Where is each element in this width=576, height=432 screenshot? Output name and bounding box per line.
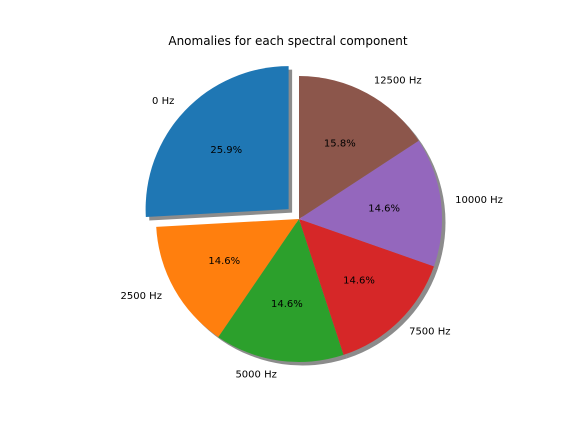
pie-wedge-2500-hz [156, 219, 299, 338]
pie-label-0-hz: 0 Hz [152, 96, 174, 107]
pie-label-5000-hz: 5000 Hz [235, 370, 276, 381]
pie-label-7500-hz: 7500 Hz [409, 326, 450, 337]
pie-label-12500-hz: 12500 Hz [374, 76, 422, 87]
pie-label-10000-hz: 10000 Hz [455, 195, 503, 206]
pie-wedge-7500-hz [299, 219, 434, 355]
pie-wedge-5000-hz [218, 219, 344, 363]
pie-wedge-0-hz [145, 66, 289, 218]
pie-percent-7500-hz: 14.6% [343, 275, 375, 286]
pie-percent-5000-hz: 14.6% [271, 299, 303, 310]
pie-label-2500-hz: 2500 Hz [121, 291, 162, 302]
pie-percent-12500-hz: 15.8% [324, 139, 356, 150]
pie-wedge-12500-hz [299, 76, 419, 219]
chart-title: Anomalies for each spectral component [168, 34, 408, 48]
pie-percent-0-hz: 25.9% [210, 145, 242, 156]
pie-percent-10000-hz: 14.6% [368, 204, 400, 215]
pie-wedge-10000-hz [299, 140, 442, 267]
pie-percent-2500-hz: 14.6% [208, 256, 240, 267]
